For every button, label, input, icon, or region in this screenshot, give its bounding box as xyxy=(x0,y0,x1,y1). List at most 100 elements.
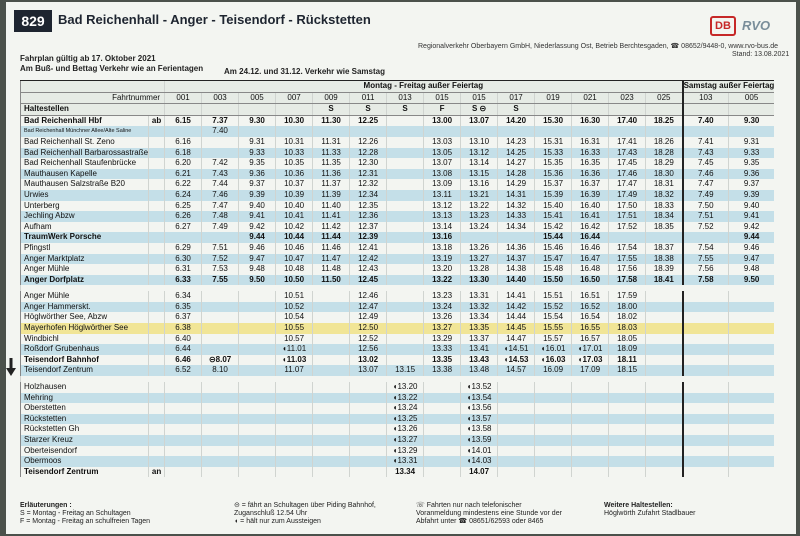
departure-time: 10.50 xyxy=(275,274,313,286)
departure-time: 14.25 xyxy=(497,147,535,159)
departure-time: 13.10 xyxy=(460,136,498,148)
departure-time: 13.24 xyxy=(460,221,498,233)
departure-time: 7.58 xyxy=(681,274,729,286)
departure-time: 9.50 xyxy=(727,274,775,286)
timetable-row: Mauthausen Kapelle 6.21 7.43 9.36 10.36 11.36… xyxy=(19,168,775,180)
departure-time: 9.37 xyxy=(727,179,775,190)
departure-time: ◖13.54 xyxy=(460,392,498,404)
departure-time: 15.35 xyxy=(534,158,572,169)
departure-time: 18.29 xyxy=(645,158,683,169)
row-spacer-cell xyxy=(20,376,775,383)
departure-time xyxy=(645,435,683,446)
stop-mark xyxy=(148,354,165,366)
departure-time xyxy=(727,435,775,446)
departure-time: 9.47 xyxy=(238,253,276,265)
departure-time: 17.52 xyxy=(608,221,646,233)
departure-time: 13.20 xyxy=(423,264,461,275)
departure-time: 18.34 xyxy=(645,211,683,222)
departure-time: 15.36 xyxy=(534,168,572,180)
departure-time: 11.35 xyxy=(312,158,350,169)
departure-time: 12.35 xyxy=(349,200,387,212)
departure-time xyxy=(275,456,313,467)
departure-time: 18.35 xyxy=(645,221,683,233)
departure-time: 10.39 xyxy=(275,189,313,201)
departure-time: 9.44 xyxy=(238,232,276,243)
trip-note xyxy=(238,103,276,116)
departure-time: 18.02 xyxy=(608,312,646,324)
departure-time: 15.33 xyxy=(534,147,572,159)
trip-number: 005 xyxy=(727,92,775,105)
departure-time: 11.30 xyxy=(312,115,350,127)
footer-legend: Erläuterungen : S = Montag - Freitag an … xyxy=(20,502,790,532)
departure-time xyxy=(386,354,424,366)
departure-time xyxy=(571,445,609,457)
departure-time xyxy=(608,232,646,243)
departure-time xyxy=(201,301,239,313)
departure-time xyxy=(201,232,239,243)
departure-time xyxy=(497,466,535,478)
legend-f: F = Montag - Freitag an schulfreien Tage… xyxy=(20,518,151,525)
departure-time xyxy=(571,382,609,393)
departure-time: 12.56 xyxy=(349,344,387,355)
departure-time: ◖13.26 xyxy=(386,424,424,435)
departure-time: 6.24 xyxy=(164,189,202,201)
departure-time xyxy=(534,382,572,393)
departure-time: 10.48 xyxy=(275,264,313,275)
departure-time xyxy=(645,312,683,324)
departure-time xyxy=(164,382,202,393)
departure-time xyxy=(238,445,276,457)
departure-time: 10.42 xyxy=(275,221,313,233)
departure-time xyxy=(201,424,239,435)
timetable-row: Oberteisendorf ◖13.29 ◖14.01 xyxy=(19,445,775,457)
departure-time xyxy=(681,392,729,404)
departure-time: 6.21 xyxy=(164,168,202,180)
departure-time: ◖13.29 xyxy=(386,445,424,457)
departure-time xyxy=(681,344,729,355)
departure-time: ◖13.22 xyxy=(386,392,424,404)
departure-time: 9.46 xyxy=(727,242,775,254)
stop-name: Mauthausen Salzstraße B20 xyxy=(19,179,149,190)
departure-time xyxy=(681,413,729,425)
departure-time xyxy=(608,424,646,435)
departure-time xyxy=(201,344,239,355)
departure-time: 14.38 xyxy=(497,264,535,275)
departure-time xyxy=(164,456,202,467)
departure-time: 6.15 xyxy=(164,115,202,127)
departure-time: 13.15 xyxy=(460,168,498,180)
departure-time xyxy=(201,312,239,324)
departure-time xyxy=(645,323,683,334)
departure-time: 7.54 xyxy=(681,242,729,254)
departure-time xyxy=(312,126,350,137)
departure-time: 16.31 xyxy=(571,136,609,148)
departure-time: 17.41 xyxy=(608,136,646,148)
departure-time xyxy=(681,435,729,446)
trip-note xyxy=(681,103,729,116)
departure-time: 16.55 xyxy=(571,323,609,334)
departure-time xyxy=(423,392,461,404)
stop-mark xyxy=(148,456,165,467)
stop-mark xyxy=(148,136,165,148)
stop-mark xyxy=(148,445,165,457)
departure-time xyxy=(534,435,572,446)
departure-time xyxy=(275,435,313,446)
departure-time xyxy=(681,445,729,457)
departure-time xyxy=(238,456,276,467)
timetable-row: Urwies 6.24 7.46 9.39 10.39 11.39 12.34 13.11 13… xyxy=(19,189,775,201)
stop-mark xyxy=(148,291,165,302)
timetable-row: Bad Reichenhall Barbarossastraße 6.18 9.33… xyxy=(19,147,775,159)
departure-time xyxy=(727,354,775,366)
departure-time xyxy=(681,232,729,243)
departure-time: 7.56 xyxy=(681,264,729,275)
trip-number: 019 xyxy=(534,92,572,105)
departure-time: 12.42 xyxy=(349,253,387,265)
departure-time xyxy=(386,242,424,254)
departure-time xyxy=(727,403,775,414)
departure-time: 11.33 xyxy=(312,147,350,159)
departure-time xyxy=(497,445,535,457)
departure-time: 13.37 xyxy=(460,333,498,345)
departure-time xyxy=(386,200,424,212)
departure-time: 7.42 xyxy=(201,158,239,169)
departure-time: 15.54 xyxy=(534,312,572,324)
timetable-sheet: 829 Bad Reichenhall - Anger - Teisendorf… xyxy=(6,2,796,534)
departure-time: 7.55 xyxy=(681,253,729,265)
